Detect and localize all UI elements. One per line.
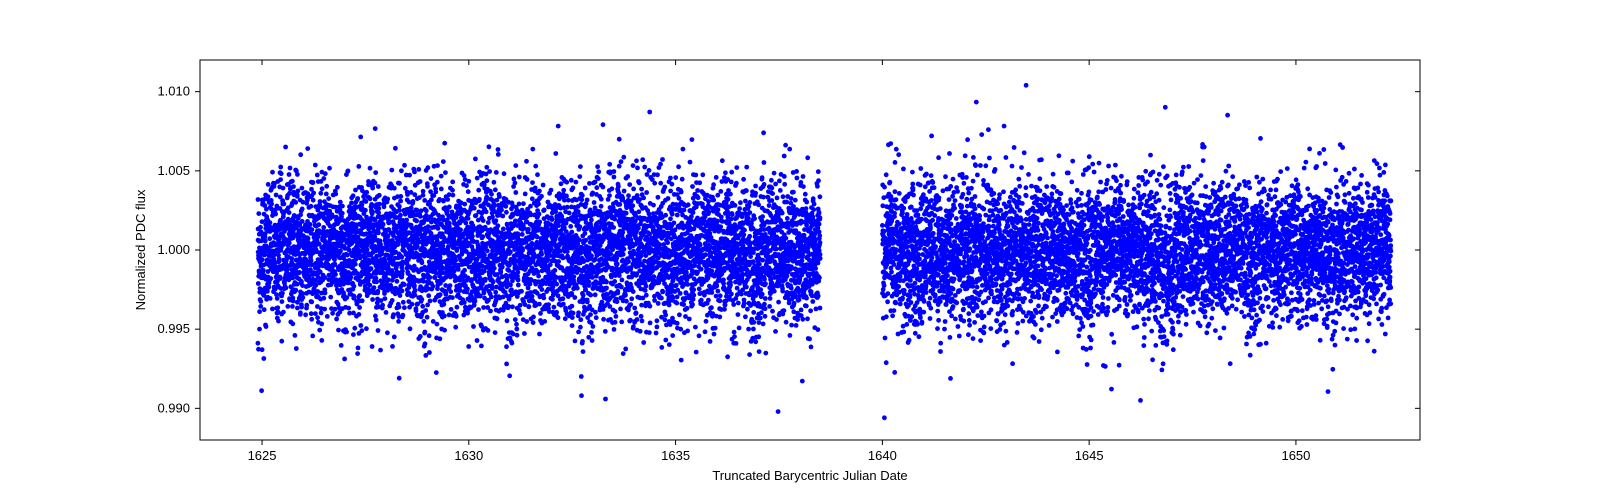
x-axis-label: Truncated Barycentric Julian Date bbox=[712, 468, 907, 483]
y-tick-label: 0.995 bbox=[157, 321, 190, 336]
y-axis-label: Normalized PDC flux bbox=[133, 189, 148, 310]
lightcurve-chart: 1625 1630 1635 1640 1645 1650 0.990 0.995 1.000 1… bbox=[0, 0, 1600, 500]
x-tick-label: 1640 bbox=[868, 448, 897, 463]
x-tick-label: 1630 bbox=[454, 448, 483, 463]
y-tick-label: 1.000 bbox=[157, 242, 190, 257]
x-tick-label: 1645 bbox=[1075, 448, 1104, 463]
chart-svg: 1625 1630 1635 1640 1645 1650 0.990 0.995 1.000 1… bbox=[0, 0, 1600, 500]
x-tick-label: 1650 bbox=[1281, 448, 1310, 463]
x-tick-label: 1635 bbox=[661, 448, 690, 463]
y-tick-label: 0.990 bbox=[157, 400, 190, 415]
y-tick-label: 1.005 bbox=[157, 163, 190, 178]
x-tick-label: 1625 bbox=[248, 448, 277, 463]
y-tick-label: 1.010 bbox=[157, 84, 190, 99]
